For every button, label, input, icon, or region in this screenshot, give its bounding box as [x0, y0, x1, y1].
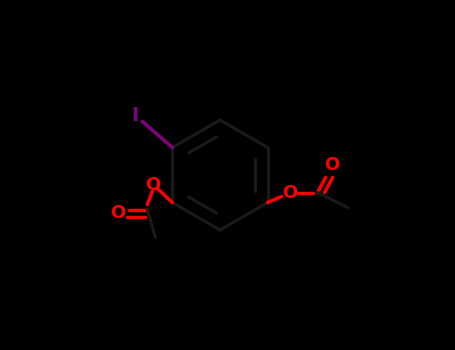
- Text: O: O: [110, 203, 125, 222]
- Text: O: O: [324, 155, 339, 174]
- Text: O: O: [282, 183, 297, 202]
- Text: O: O: [145, 175, 160, 194]
- Text: I: I: [131, 106, 138, 125]
